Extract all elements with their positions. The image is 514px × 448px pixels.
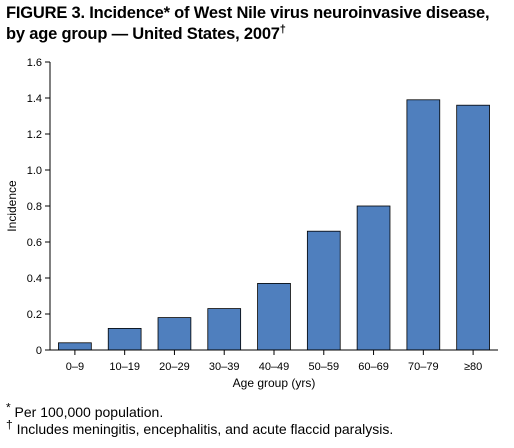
chart-title-text: FIGURE 3. Incidence* of West Nile virus … bbox=[6, 4, 490, 43]
bar bbox=[356, 205, 391, 351]
y-tick-label: 1.0 bbox=[27, 165, 42, 177]
bar bbox=[406, 99, 441, 351]
footnote-2-mark: † bbox=[6, 417, 13, 432]
bar-chart: 0 0.2 0.4 0.6 0.8 1.0 1.2 1.4 1.6 0–9 10–19 20–29 30… bbox=[5, 57, 498, 390]
x-tick-label: 40–49 bbox=[259, 361, 290, 373]
y-tick-label: 0.4 bbox=[27, 273, 42, 285]
x-tick-label: 70–79 bbox=[408, 361, 439, 373]
bar bbox=[306, 230, 341, 351]
bar bbox=[107, 327, 142, 351]
y-axis-label: Incidence bbox=[5, 180, 19, 232]
y-tick-label: 1.4 bbox=[27, 93, 42, 105]
footnotes: * Per 100,000 population. † Includes men… bbox=[6, 401, 394, 438]
footnote-2-text: Includes meningitis, encephalitis, and a… bbox=[12, 421, 394, 437]
x-tick-label: 0–9 bbox=[66, 361, 84, 373]
footnote-1: * Per 100,000 population. bbox=[6, 401, 393, 421]
y-tick-label: 0.8 bbox=[27, 201, 42, 213]
bar bbox=[207, 308, 242, 351]
y-tick-label: 0.2 bbox=[27, 309, 42, 321]
y-tick-label: 1.6 bbox=[27, 57, 42, 69]
x-tick-label: 50–59 bbox=[308, 361, 339, 373]
footnote-1-text: Per 100,000 population. bbox=[10, 404, 164, 420]
title-dagger-mark: † bbox=[279, 23, 286, 36]
bar bbox=[58, 342, 92, 351]
y-tick-label: 0 bbox=[36, 345, 42, 357]
x-tick-label: 10–19 bbox=[109, 361, 140, 373]
x-tick-label: ≥80 bbox=[464, 361, 482, 373]
bar bbox=[456, 104, 490, 351]
x-tick-label: 30–39 bbox=[209, 361, 240, 373]
chart-title: FIGURE 3. Incidence* of West Nile virus … bbox=[6, 3, 511, 45]
y-tick-label: 1.2 bbox=[27, 129, 42, 141]
footnote-1-mark: * bbox=[6, 400, 11, 415]
x-axis-label: Age group (yrs) bbox=[233, 376, 316, 390]
y-tick-label: 0.6 bbox=[27, 237, 42, 249]
bar bbox=[257, 282, 291, 351]
x-tick-label: 20–29 bbox=[159, 361, 190, 373]
footnote-2: † Includes meningitis, encephalitis, and… bbox=[6, 418, 394, 438]
bar bbox=[157, 317, 192, 351]
x-tick-label: 60–69 bbox=[358, 361, 389, 373]
